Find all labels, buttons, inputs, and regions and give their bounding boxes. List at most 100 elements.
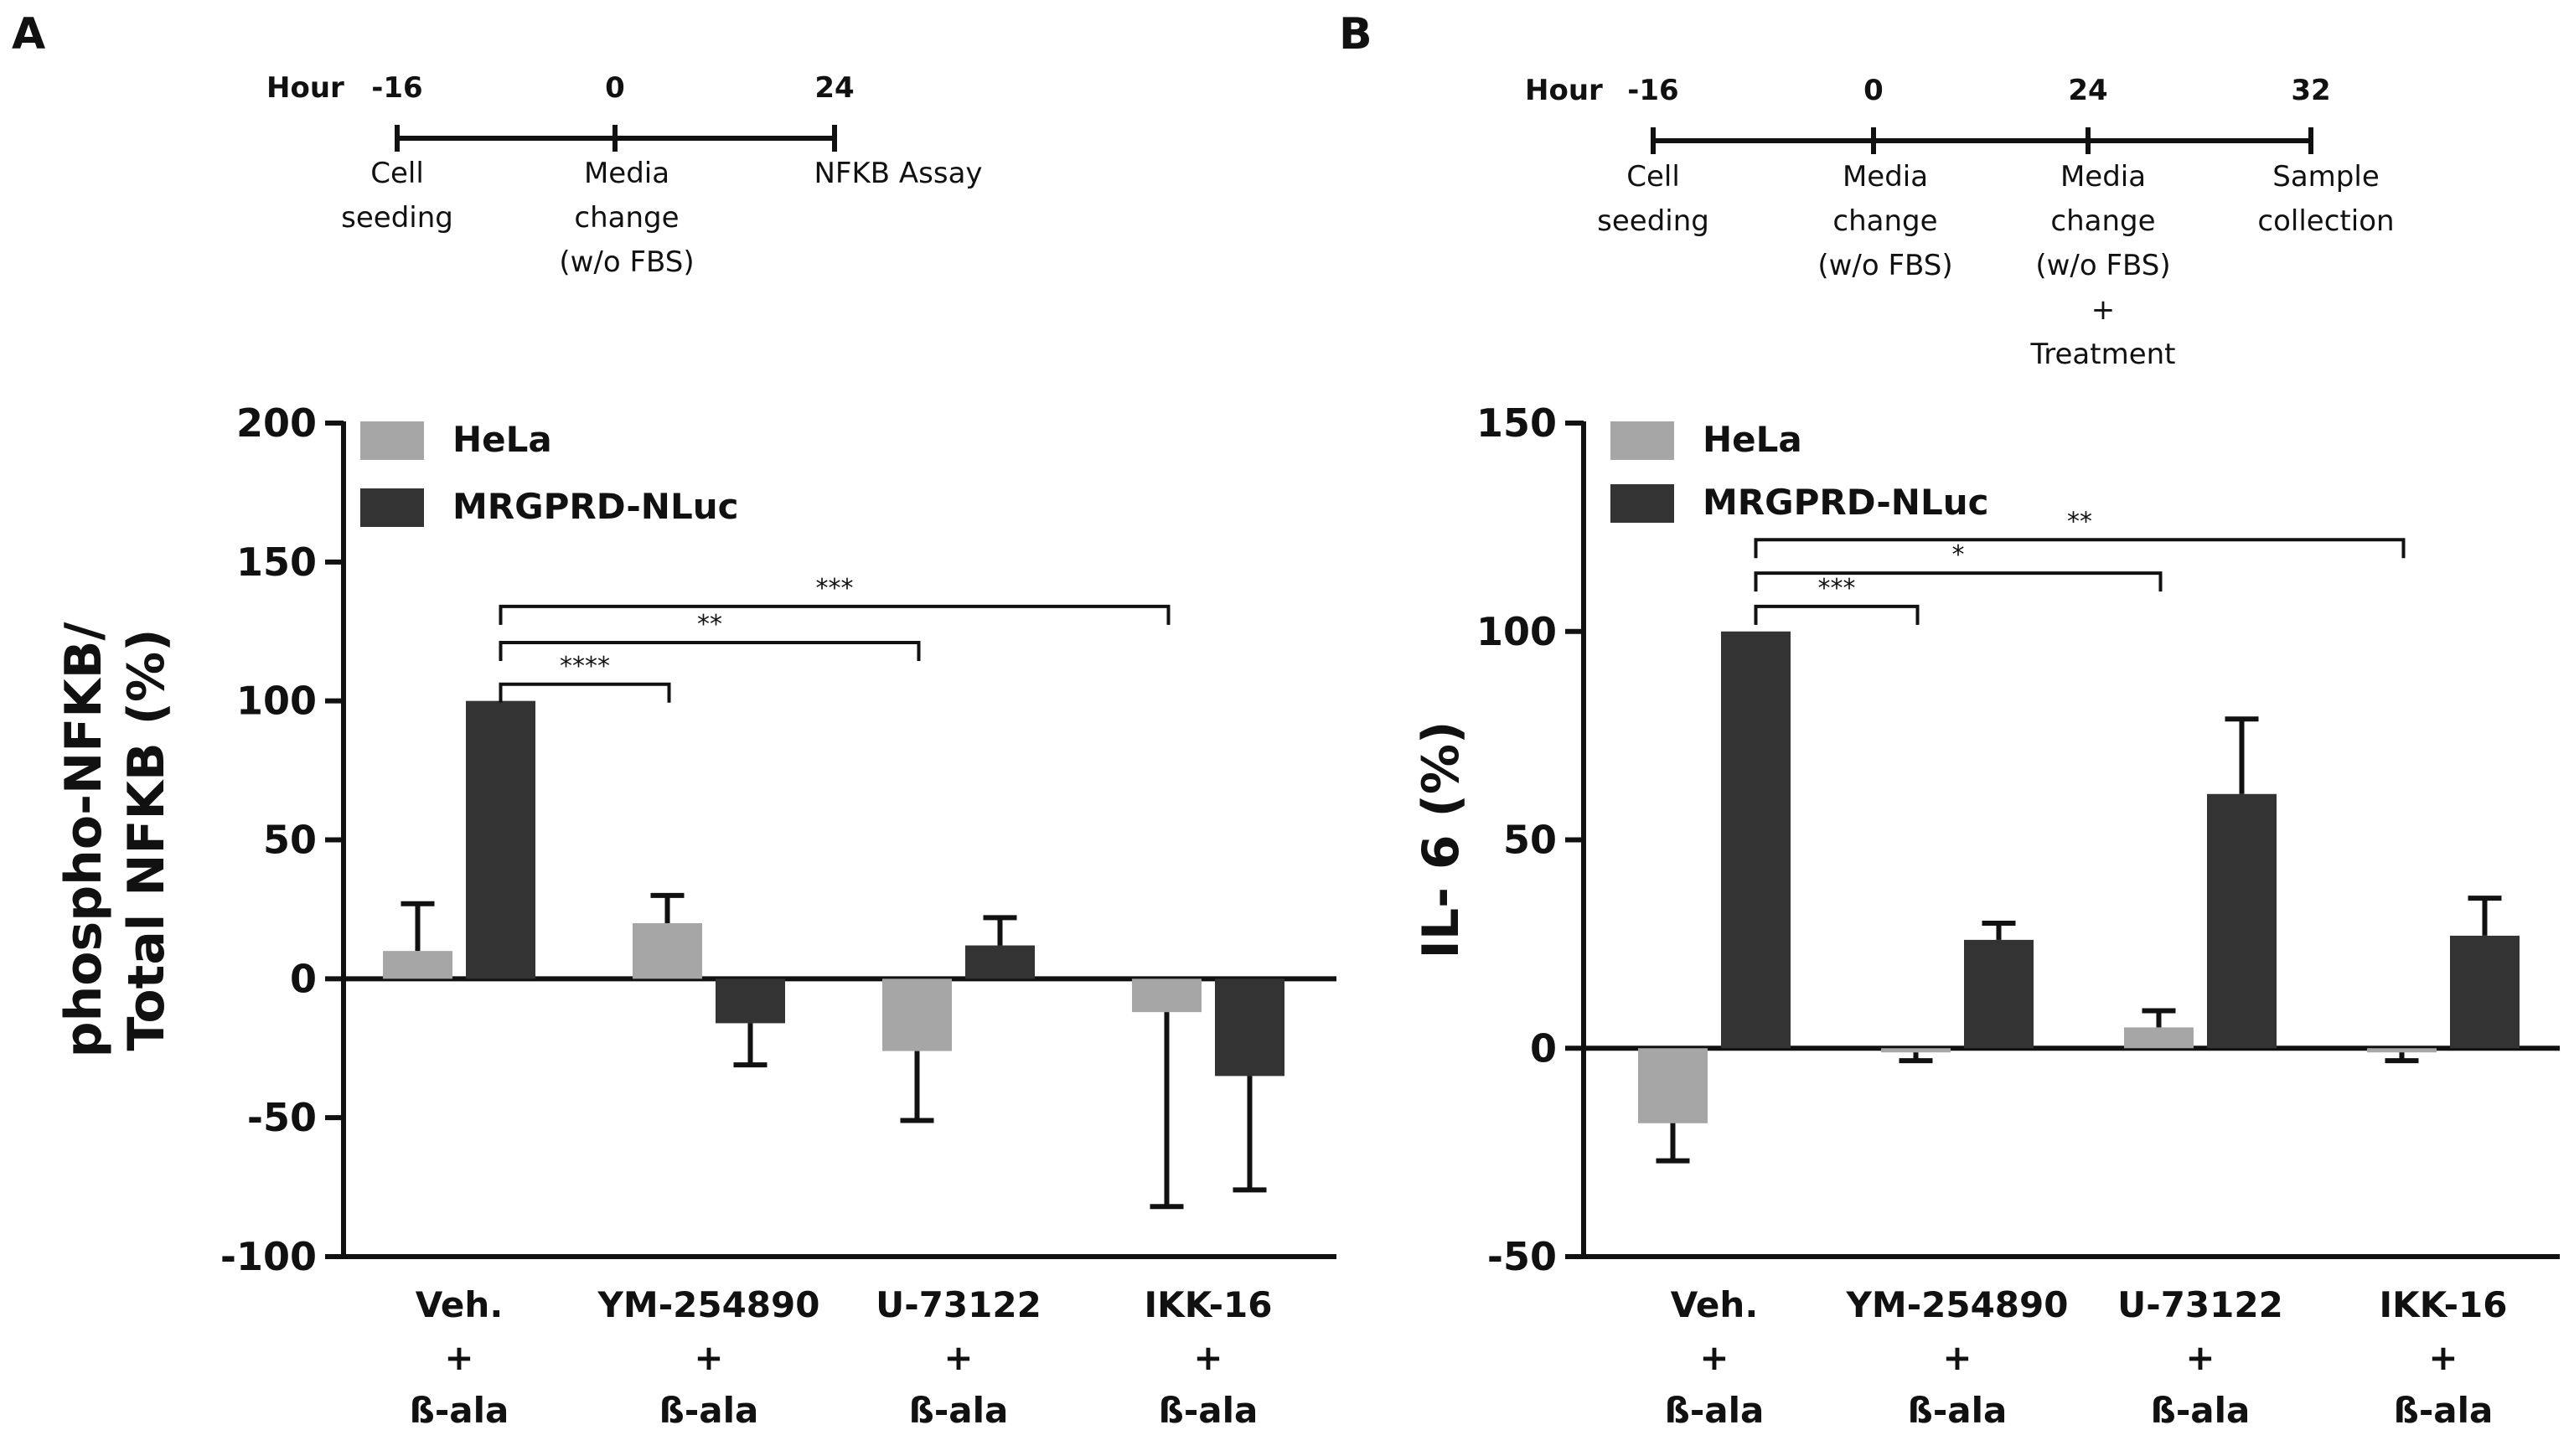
legend-swatch bbox=[1610, 421, 1674, 460]
significance-label: ** bbox=[2067, 507, 2092, 536]
x-category-label: ß-ala bbox=[909, 1390, 1009, 1431]
timeline-desc: Media bbox=[2060, 160, 2146, 194]
series-mrgprd-nluc bbox=[466, 700, 1284, 1193]
bar bbox=[2367, 1048, 2437, 1053]
bracket-line bbox=[1754, 571, 2163, 592]
timeline-desc: + bbox=[2091, 293, 2116, 327]
y-tick-label: 50 bbox=[263, 818, 317, 863]
bar bbox=[383, 951, 452, 979]
legend-label: MRGPRD-NLuc bbox=[452, 486, 739, 527]
series-hela bbox=[383, 892, 1202, 1210]
timeline-desc: seeding bbox=[341, 201, 453, 235]
y-tick-label: 150 bbox=[1476, 400, 1557, 446]
x-category-label: Veh. bbox=[416, 1284, 504, 1325]
timeline-desc: NFKB Assay bbox=[814, 157, 982, 190]
timeline-desc: change bbox=[574, 201, 679, 235]
timeline-desc: Media bbox=[1843, 160, 1928, 194]
legend-label: MRGPRD-NLuc bbox=[1703, 482, 1989, 523]
timeline-hour: 0 bbox=[605, 71, 625, 105]
x-category-label: ß-ala bbox=[1665, 1390, 1765, 1431]
timeline-desc: change bbox=[2050, 204, 2155, 238]
timeline-hour-label: Hour bbox=[1525, 74, 1603, 107]
bar bbox=[1638, 1048, 1708, 1123]
x-category-label: U-73122 bbox=[2117, 1284, 2283, 1325]
bar bbox=[2124, 1027, 2194, 1049]
bar bbox=[2450, 935, 2520, 1049]
timeline-desc: Treatment bbox=[2029, 338, 2175, 371]
panel-b: B Hour -16 Cell seeding 0 Media change (w/o FBS)… bbox=[1339, 9, 2560, 1431]
x-category-label: ß-ala bbox=[2151, 1390, 2251, 1431]
bracket-line bbox=[499, 641, 921, 662]
x-category-label: + bbox=[2428, 1337, 2458, 1378]
timeline-desc: Cell bbox=[1626, 160, 1680, 194]
timeline-desc: collection bbox=[2257, 204, 2394, 238]
y-tick-label: 0 bbox=[290, 956, 317, 1001]
legend-swatch bbox=[360, 421, 424, 460]
panel-letter: A bbox=[12, 9, 45, 59]
y-axis-title: Total NFKB (%) bbox=[117, 628, 176, 1051]
bar bbox=[1215, 978, 1284, 1077]
x-category-label: YM-254890 bbox=[1846, 1284, 2069, 1325]
y-tick-label: -50 bbox=[1487, 1234, 1557, 1279]
y-axis-title: IL- 6 (%) bbox=[1412, 721, 1470, 959]
bar-chart: -50 0 50 100 150 IL- 6 (%) Veh. + ß-ala YM-254890… bbox=[1412, 400, 2560, 1431]
timeline-desc: Cell bbox=[370, 157, 424, 190]
x-category-label: ß-ala bbox=[1159, 1390, 1259, 1431]
legend-swatch bbox=[1610, 484, 1674, 523]
bracket-line bbox=[499, 682, 671, 703]
x-category-label: + bbox=[2185, 1337, 2215, 1378]
bar bbox=[965, 945, 1035, 979]
x-category-label: IKK-16 bbox=[2380, 1284, 2508, 1325]
timeline-desc: (w/o FBS) bbox=[1817, 249, 1952, 282]
y-tick-label: 0 bbox=[1530, 1025, 1557, 1071]
panel-a: A Hour -16 Cell seeding 0 Media change (w/o FBS)… bbox=[12, 9, 1336, 1431]
significance-bracket: *** bbox=[499, 574, 1171, 625]
x-category-label: YM-254890 bbox=[597, 1284, 820, 1325]
timeline-hour: -16 bbox=[371, 71, 422, 105]
timeline-desc: Media bbox=[584, 157, 669, 190]
legend-swatch bbox=[360, 488, 424, 527]
legend-label: HeLa bbox=[1703, 419, 1802, 460]
bracket-line bbox=[1754, 604, 1920, 625]
bar bbox=[882, 978, 952, 1051]
x-category-label: IKK-16 bbox=[1145, 1284, 1273, 1325]
y-tick-label: -100 bbox=[220, 1234, 317, 1279]
timeline-hour: 0 bbox=[1863, 74, 1884, 107]
legend-label: HeLa bbox=[452, 419, 552, 460]
timeline: Hour -16 Cell seeding 0 Media change (w/o FBS) 2… bbox=[1525, 74, 2395, 371]
y-tick-label: -50 bbox=[247, 1095, 317, 1140]
y-tick-label: 50 bbox=[1503, 818, 1557, 863]
timeline-desc: (w/o FBS) bbox=[2035, 249, 2170, 282]
x-category-label: U-73122 bbox=[876, 1284, 1041, 1325]
significance-bracket: * bbox=[1754, 540, 2163, 592]
x-category-label: ß-ala bbox=[659, 1390, 759, 1431]
bar bbox=[2207, 793, 2277, 1049]
bracket-line bbox=[1754, 538, 2406, 559]
timeline-hour: 32 bbox=[2291, 74, 2330, 107]
timeline-desc: (w/o FBS) bbox=[559, 245, 694, 279]
y-tick-label: 150 bbox=[236, 540, 317, 585]
x-category-label: + bbox=[1699, 1337, 1729, 1378]
bar bbox=[1132, 978, 1202, 1013]
x-category-label: + bbox=[444, 1337, 473, 1378]
timeline-desc: change bbox=[1832, 204, 1937, 238]
x-category-label: + bbox=[694, 1337, 723, 1378]
significance-bracket: **** bbox=[499, 652, 671, 703]
x-category-label: Veh. bbox=[1671, 1284, 1759, 1325]
bar bbox=[466, 700, 535, 979]
y-tick-label: 200 bbox=[236, 400, 317, 446]
significance-label: *** bbox=[1818, 574, 1856, 603]
significance-bracket: ** bbox=[1754, 507, 2406, 559]
bar-chart: -100 -50 0 50 100 150 200 phospho-NFKB/Total NF… bbox=[54, 400, 1336, 1431]
bar bbox=[1964, 939, 2034, 1049]
x-category-label: + bbox=[1193, 1337, 1222, 1378]
significance-label: **** bbox=[560, 652, 610, 681]
timeline-hour: 24 bbox=[2068, 74, 2107, 107]
bar bbox=[1881, 1048, 1951, 1053]
panel-letter: B bbox=[1339, 9, 1372, 59]
timeline-desc: Sample bbox=[2272, 160, 2379, 194]
bar bbox=[633, 923, 702, 979]
timeline: Hour -16 Cell seeding 0 Media change (w/o FBS) 2… bbox=[266, 71, 983, 279]
bracket-line bbox=[499, 604, 1171, 625]
